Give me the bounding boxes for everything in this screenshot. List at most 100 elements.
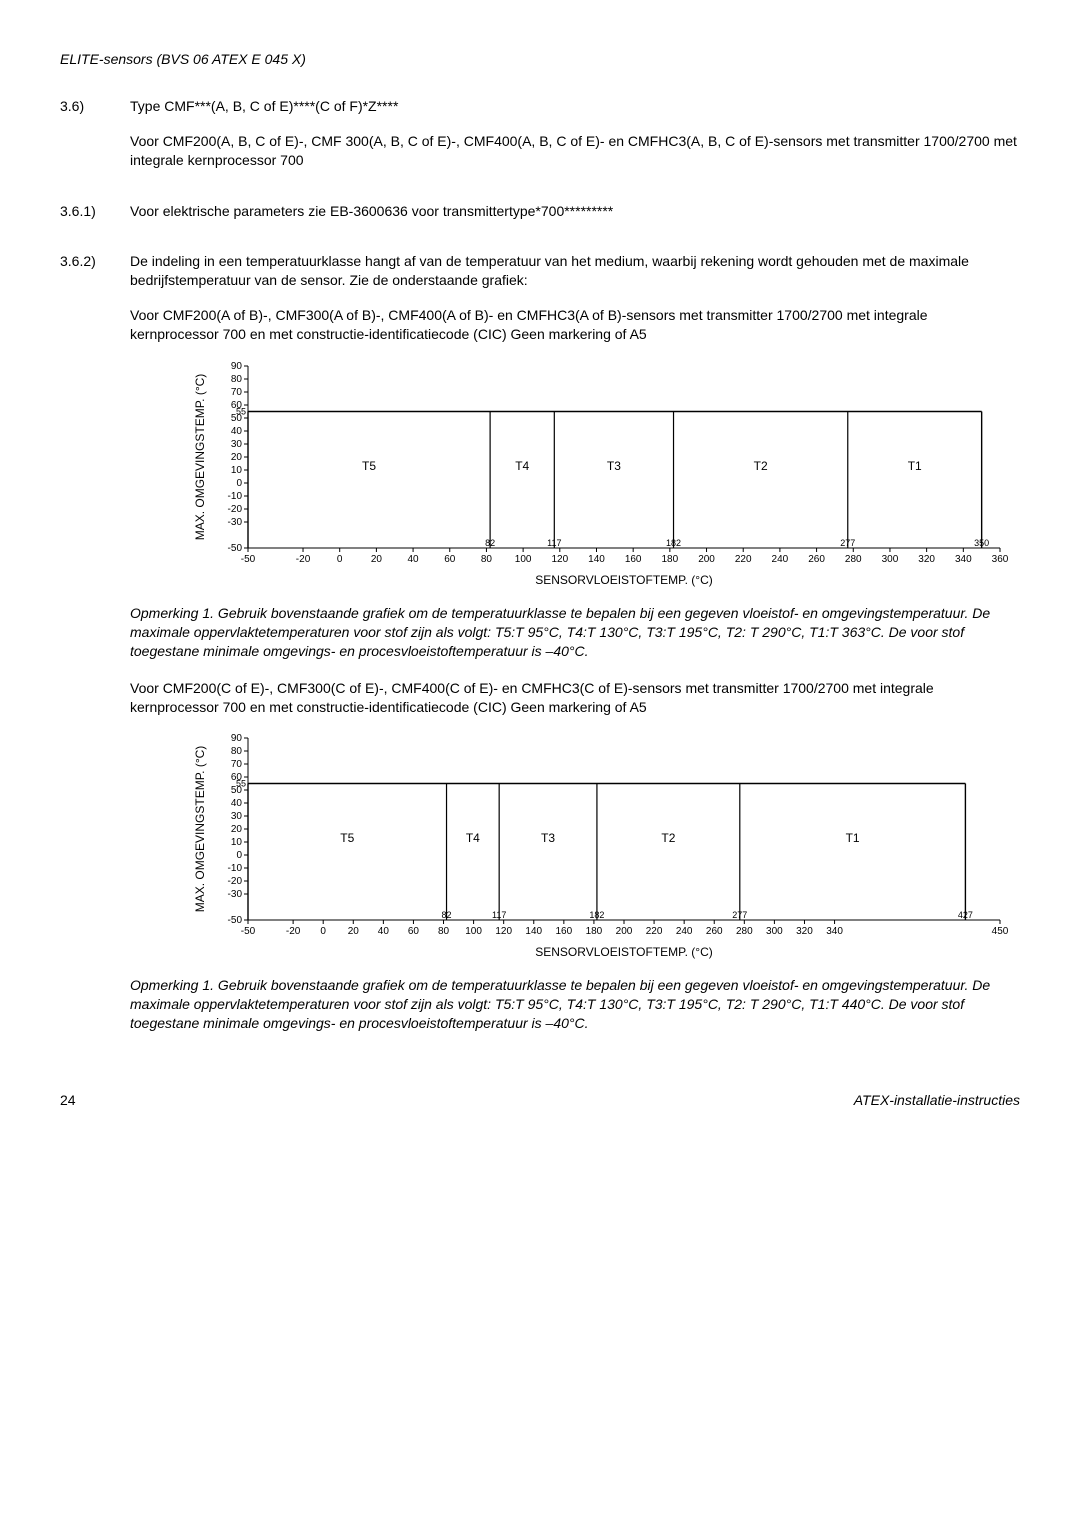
- svg-text:20: 20: [231, 824, 243, 835]
- svg-text:-20: -20: [296, 554, 311, 565]
- svg-text:100: 100: [515, 554, 532, 565]
- section-3-6: 3.6) Type CMF***(A, B, C of E)****(C of …: [60, 97, 1020, 186]
- svg-text:T3: T3: [607, 459, 621, 473]
- svg-text:40: 40: [231, 798, 243, 809]
- svg-text:T4: T4: [515, 459, 529, 473]
- svg-text:240: 240: [676, 926, 693, 937]
- svg-text:140: 140: [525, 926, 542, 937]
- svg-text:260: 260: [808, 554, 825, 565]
- svg-text:90: 90: [231, 361, 243, 372]
- section-title: Type CMF***(A, B, C of E)****(C of F)*Z*…: [130, 97, 1020, 116]
- svg-text:-30: -30: [228, 889, 243, 900]
- svg-text:300: 300: [766, 926, 783, 937]
- svg-text:40: 40: [231, 426, 243, 437]
- section-para-1: De indeling in een temperatuurklasse han…: [130, 252, 1020, 290]
- svg-text:SENSORVLOEISTOFTEMP. (°C): SENSORVLOEISTOFTEMP. (°C): [535, 945, 713, 959]
- section-para-3: Voor CMF200(C of E)-, CMF300(C of E)-, C…: [130, 679, 1020, 717]
- svg-text:260: 260: [706, 926, 723, 937]
- svg-text:180: 180: [662, 554, 679, 565]
- svg-text:-10: -10: [228, 491, 243, 502]
- section-3-6-1: 3.6.1) Voor elektrische parameters zie E…: [60, 202, 1020, 237]
- svg-text:20: 20: [231, 452, 243, 463]
- note-1: Opmerking 1. Gebruik bovenstaande grafie…: [130, 604, 1020, 661]
- svg-text:100: 100: [465, 926, 482, 937]
- section-number: 3.6.1): [60, 202, 130, 237]
- svg-text:10: 10: [231, 837, 243, 848]
- svg-text:MAX. OMGEVINGSTEMP. (°C): MAX. OMGEVINGSTEMP. (°C): [193, 746, 207, 913]
- svg-text:280: 280: [845, 554, 862, 565]
- note-2: Opmerking 1. Gebruik bovenstaande grafie…: [130, 976, 1020, 1033]
- svg-text:-50: -50: [241, 926, 256, 937]
- svg-text:0: 0: [236, 478, 242, 489]
- svg-text:-20: -20: [228, 504, 243, 515]
- svg-text:70: 70: [231, 759, 243, 770]
- svg-text:-10: -10: [228, 863, 243, 874]
- svg-text:160: 160: [625, 554, 642, 565]
- svg-text:360: 360: [992, 554, 1009, 565]
- svg-text:T4: T4: [466, 831, 480, 845]
- svg-text:-20: -20: [228, 876, 243, 887]
- svg-text:70: 70: [231, 387, 243, 398]
- svg-text:-20: -20: [286, 926, 301, 937]
- svg-text:-30: -30: [228, 517, 243, 528]
- svg-text:80: 80: [481, 554, 493, 565]
- section-number: 3.6.2): [60, 252, 130, 1051]
- chart-1: -50-30-20-10010203040506070809055-50-200…: [190, 360, 1020, 590]
- svg-text:T2: T2: [754, 459, 768, 473]
- section-body: Voor CMF200(A, B, C of E)-, CMF 300(A, B…: [130, 132, 1020, 170]
- svg-text:280: 280: [736, 926, 753, 937]
- svg-text:80: 80: [231, 374, 243, 385]
- svg-text:200: 200: [616, 926, 633, 937]
- svg-text:SENSORVLOEISTOFTEMP. (°C): SENSORVLOEISTOFTEMP. (°C): [535, 573, 713, 587]
- page-number: 24: [60, 1091, 76, 1110]
- svg-text:80: 80: [438, 926, 450, 937]
- svg-text:0: 0: [337, 554, 343, 565]
- svg-text:320: 320: [918, 554, 935, 565]
- svg-text:320: 320: [796, 926, 813, 937]
- chart-2: -50-30-20-10010203040506070809055-50-200…: [190, 732, 1020, 962]
- svg-text:450: 450: [992, 926, 1009, 937]
- section-para-2: Voor CMF200(A of B)-, CMF300(A of B)-, C…: [130, 306, 1020, 344]
- page-footer: 24 ATEX-installatie-instructies: [60, 1091, 1020, 1110]
- svg-text:-50: -50: [241, 554, 256, 565]
- svg-text:90: 90: [231, 733, 243, 744]
- svg-text:10: 10: [231, 465, 243, 476]
- svg-text:180: 180: [586, 926, 603, 937]
- section-number: 3.6): [60, 97, 130, 186]
- svg-text:40: 40: [378, 926, 390, 937]
- svg-text:-50: -50: [228, 915, 243, 926]
- svg-text:-50: -50: [228, 543, 243, 554]
- svg-text:140: 140: [588, 554, 605, 565]
- svg-text:60: 60: [444, 554, 456, 565]
- svg-text:T1: T1: [846, 831, 860, 845]
- svg-text:0: 0: [320, 926, 326, 937]
- footer-right: ATEX-installatie-instructies: [854, 1091, 1020, 1110]
- svg-text:20: 20: [371, 554, 383, 565]
- svg-text:220: 220: [646, 926, 663, 937]
- svg-text:55: 55: [236, 779, 246, 789]
- svg-text:T5: T5: [362, 459, 376, 473]
- svg-text:80: 80: [231, 746, 243, 757]
- svg-text:160: 160: [555, 926, 572, 937]
- svg-text:220: 220: [735, 554, 752, 565]
- section-3-6-2: 3.6.2) De indeling in een temperatuurkla…: [60, 252, 1020, 1051]
- svg-text:240: 240: [772, 554, 789, 565]
- svg-text:340: 340: [826, 926, 843, 937]
- svg-text:120: 120: [551, 554, 568, 565]
- svg-text:30: 30: [231, 811, 243, 822]
- svg-text:200: 200: [698, 554, 715, 565]
- svg-text:T3: T3: [541, 831, 555, 845]
- svg-text:30: 30: [231, 439, 243, 450]
- svg-text:55: 55: [236, 407, 246, 417]
- svg-text:20: 20: [348, 926, 360, 937]
- svg-text:340: 340: [955, 554, 972, 565]
- svg-text:0: 0: [236, 850, 242, 861]
- page-header: ELITE-sensors (BVS 06 ATEX E 045 X): [60, 50, 1020, 69]
- svg-text:120: 120: [495, 926, 512, 937]
- section-body: Voor elektrische parameters zie EB-36006…: [130, 202, 1020, 221]
- svg-text:T2: T2: [661, 831, 675, 845]
- svg-text:T1: T1: [908, 459, 922, 473]
- svg-text:MAX. OMGEVINGSTEMP. (°C): MAX. OMGEVINGSTEMP. (°C): [193, 374, 207, 541]
- svg-text:60: 60: [408, 926, 420, 937]
- svg-text:300: 300: [882, 554, 899, 565]
